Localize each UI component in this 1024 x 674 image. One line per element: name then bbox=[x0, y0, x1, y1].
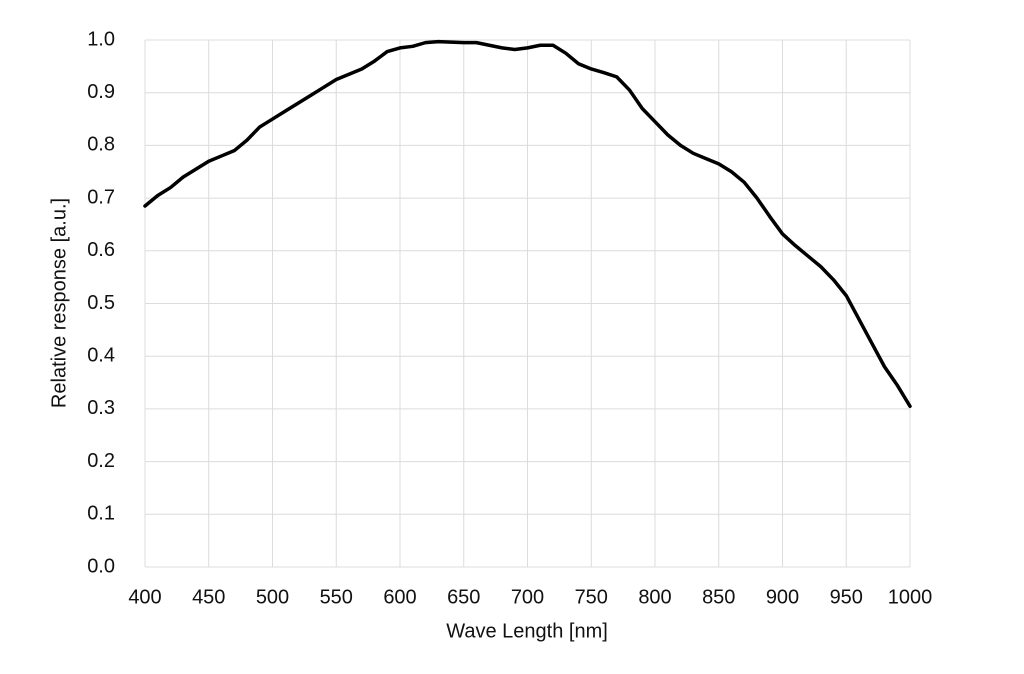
data-line bbox=[143, 39, 912, 409]
x-tick-label: 550 bbox=[320, 586, 353, 608]
y-tick-label: 0.4 bbox=[87, 344, 115, 366]
y-tick-label: 0.3 bbox=[87, 397, 115, 419]
y-axis-title: Relative response [a.u.] bbox=[48, 198, 70, 408]
y-tick-label: 1.0 bbox=[87, 28, 115, 50]
y-tick-label: 0.5 bbox=[87, 292, 115, 314]
y-tick-label: 0.8 bbox=[87, 134, 115, 156]
x-tick-label: 450 bbox=[192, 586, 225, 608]
x-tick-label: 1000 bbox=[888, 586, 933, 608]
x-axis-title: Wave Length [nm] bbox=[446, 620, 608, 642]
y-tick-label: 0.9 bbox=[87, 81, 115, 103]
x-tick-label: 900 bbox=[766, 586, 799, 608]
x-tick-label: 600 bbox=[383, 586, 416, 608]
y-tick-label: 0.0 bbox=[87, 555, 115, 577]
y-tick-label: 0.6 bbox=[87, 239, 115, 261]
x-tick-label: 400 bbox=[128, 586, 161, 608]
x-tick-label: 800 bbox=[638, 586, 671, 608]
y-tick-label: 0.2 bbox=[87, 450, 115, 472]
x-tick-label: 750 bbox=[575, 586, 608, 608]
y-tick-label: 0.7 bbox=[87, 186, 115, 208]
x-tick-label: 850 bbox=[702, 586, 735, 608]
x-tick-label: 700 bbox=[511, 586, 544, 608]
y-tick-label: 0.1 bbox=[87, 503, 115, 525]
x-tick-label: 650 bbox=[447, 586, 480, 608]
x-tick-label: 500 bbox=[256, 586, 289, 608]
x-tick-label: 950 bbox=[830, 586, 863, 608]
